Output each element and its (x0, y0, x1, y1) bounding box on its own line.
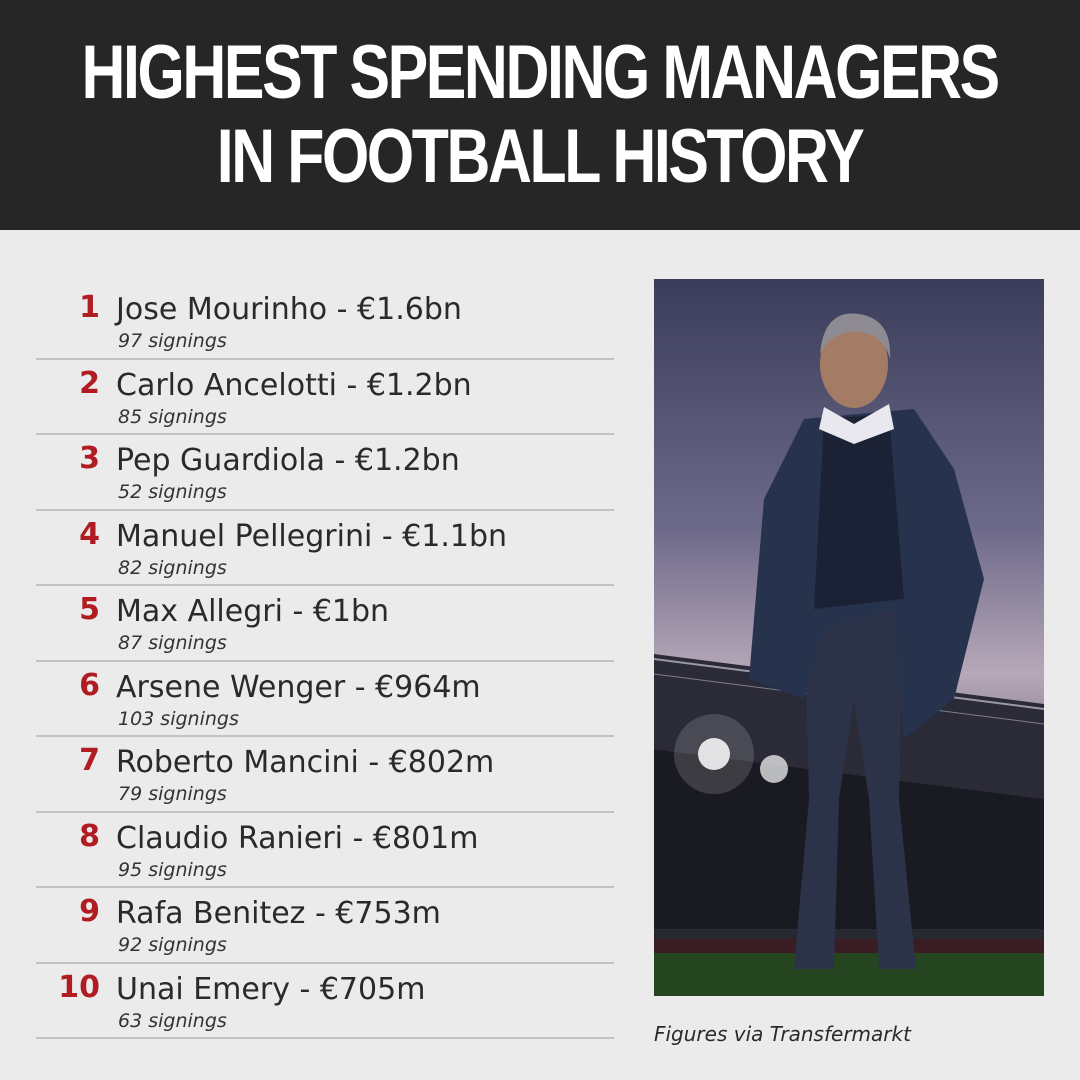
signings-count: 95 signings (118, 858, 227, 881)
figure-head-shape (820, 320, 888, 408)
stadium-stand-shape (654, 749, 1044, 929)
signings-count: 92 signings (118, 934, 227, 956)
rank-number: 8 (79, 818, 100, 854)
title-line-1: HIGHEST SPENDING MANAGERS (81, 30, 1001, 115)
manager-name-spend: Roberto Mancini - €802m (116, 745, 495, 780)
rank-number: 4 (79, 516, 100, 552)
list-item: 5 Max Allegri - €1bn 87 signings (36, 586, 614, 662)
signings-count: 87 signings (118, 632, 227, 654)
rank-number: 6 (79, 667, 100, 703)
title-banner: HIGHEST SPENDING MANAGERS IN FOOTBALL HI… (0, 0, 1080, 230)
rank-number: 10 (58, 969, 100, 1005)
rank-number: 1 (79, 290, 100, 325)
list-item: 4 Manuel Pellegrini - €1.1bn 82 signings (36, 511, 614, 586)
manager-name-spend: Arsene Wenger - €964m (116, 669, 481, 705)
rank-number: 3 (79, 441, 100, 476)
list-item: 9 Rafa Benitez - €753m 92 signings (36, 888, 614, 964)
figure-trousers-shape (794, 599, 916, 969)
floodlight-shape (698, 738, 730, 770)
manager-name-spend: Pep Guardiola - €1.2bn (116, 443, 460, 478)
list-item: 8 Claudio Ranieri - €801m 95 signings (36, 813, 614, 888)
rank-number: 2 (79, 365, 100, 401)
list-item: 6 Arsene Wenger - €964m 103 signings (36, 662, 614, 737)
signings-count: 103 signings (118, 707, 239, 730)
manager-name-spend: Claudio Ranieri - €801m (116, 820, 479, 856)
manager-name-spend: Manuel Pellegrini - €1.1bn (116, 518, 508, 554)
source-note: Figures via Transfermarkt (654, 1022, 911, 1046)
rank-number: 7 (79, 743, 100, 778)
manager-name-spend: Max Allegri - €1bn (116, 594, 390, 629)
list-item: 10 Unai Emery - €705m 63 signings (36, 964, 614, 1039)
pitch-shape (654, 951, 1044, 996)
title-line-2: IN FOOTBALL HISTORY (217, 114, 865, 199)
list-item: 7 Roberto Mancini - €802m 79 signings (36, 737, 614, 813)
signings-count: 79 signings (118, 783, 227, 805)
rank-number: 5 (79, 592, 100, 627)
manager-name-spend: Carlo Ancelotti - €1.2bn (116, 367, 472, 403)
manager-photo (654, 279, 1044, 996)
manager-name-spend: Rafa Benitez - €753m (116, 896, 441, 931)
rank-number: 9 (79, 894, 100, 929)
manager-name-spend: Jose Mourinho - €1.6bn (116, 292, 462, 327)
manager-list: 1 Jose Mourinho - €1.6bn 97 signings 2 C… (36, 284, 614, 1039)
signings-count: 82 signings (118, 556, 227, 579)
signings-count: 85 signings (118, 405, 227, 428)
signings-count: 63 signings (118, 1009, 227, 1032)
list-item: 1 Jose Mourinho - €1.6bn 97 signings (36, 284, 614, 360)
manager-name-spend: Unai Emery - €705m (116, 971, 426, 1007)
signings-count: 97 signings (118, 330, 227, 352)
list-item: 3 Pep Guardiola - €1.2bn 52 signings (36, 435, 614, 511)
list-item: 2 Carlo Ancelotti - €1.2bn 85 signings (36, 360, 614, 435)
signings-count: 52 signings (118, 481, 227, 503)
